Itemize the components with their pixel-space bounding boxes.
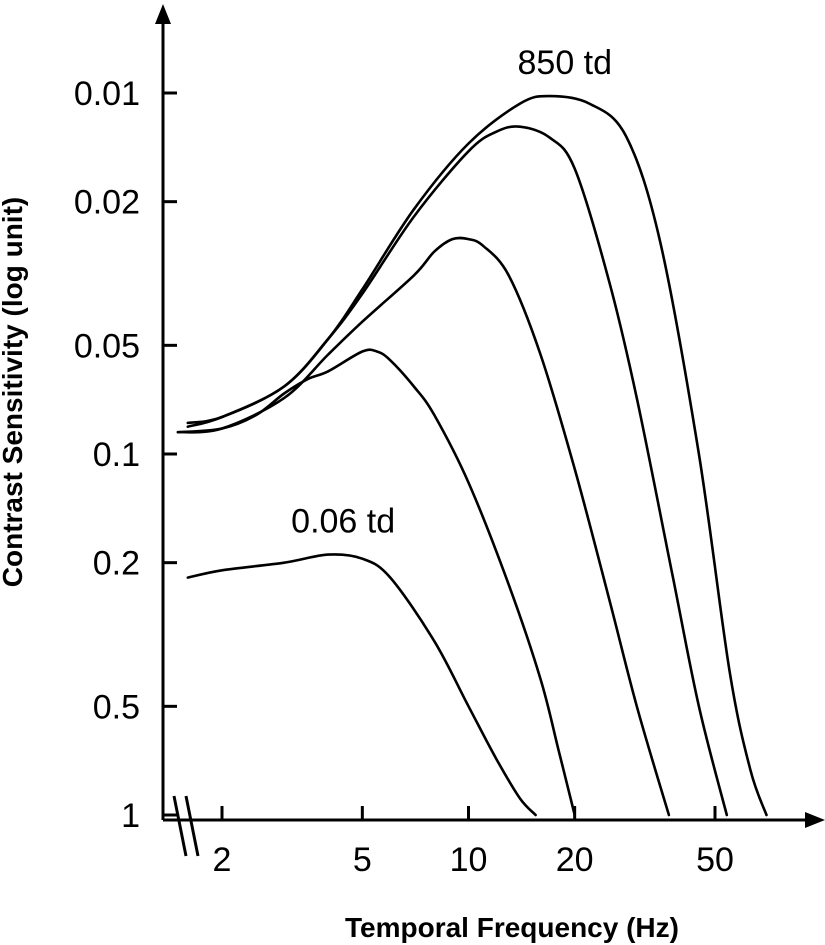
x-tick-label: 2 [213,841,232,879]
x-tick-label: 10 [450,841,488,879]
series-line-2 [186,125,729,817]
y-tick-label: 1 [121,797,140,835]
curve-label: 0.06 td [291,503,395,541]
series-line-3 [176,236,671,817]
y-axis-title: Contrast Sensitivity (log unit) [0,197,28,587]
y-tick-label: 0.2 [93,545,140,583]
x-tick-label: 50 [696,841,734,879]
y-tick-label: 0.05 [74,327,140,365]
annotation-group: 850 td 0.06 td [291,44,612,541]
x-axis-break-mark [172,795,188,857]
x-axis-title: Temporal Frequency (Hz) [345,912,679,943]
x-axis-break-mark [184,795,200,857]
tick-group: 2 5 10 20 50 0.01 0.02 0.05 0.1 0.2 0.5 1 [74,75,734,879]
x-tick-label: 20 [556,841,594,879]
x-axis-arrowhead [805,812,825,828]
series-group [176,94,768,817]
x-tick-label: 5 [353,841,372,879]
series-line-4 [176,348,576,817]
y-tick-label: 0.02 [74,184,140,222]
y-tick-label: 0.01 [74,75,140,113]
curve-label: 850 td [518,44,613,82]
y-tick-label: 0.1 [93,436,140,474]
series-line-5 [186,553,537,817]
y-tick-label: 0.5 [93,688,140,726]
y-axis-arrowhead [155,4,171,24]
series-line-1 [186,94,768,817]
